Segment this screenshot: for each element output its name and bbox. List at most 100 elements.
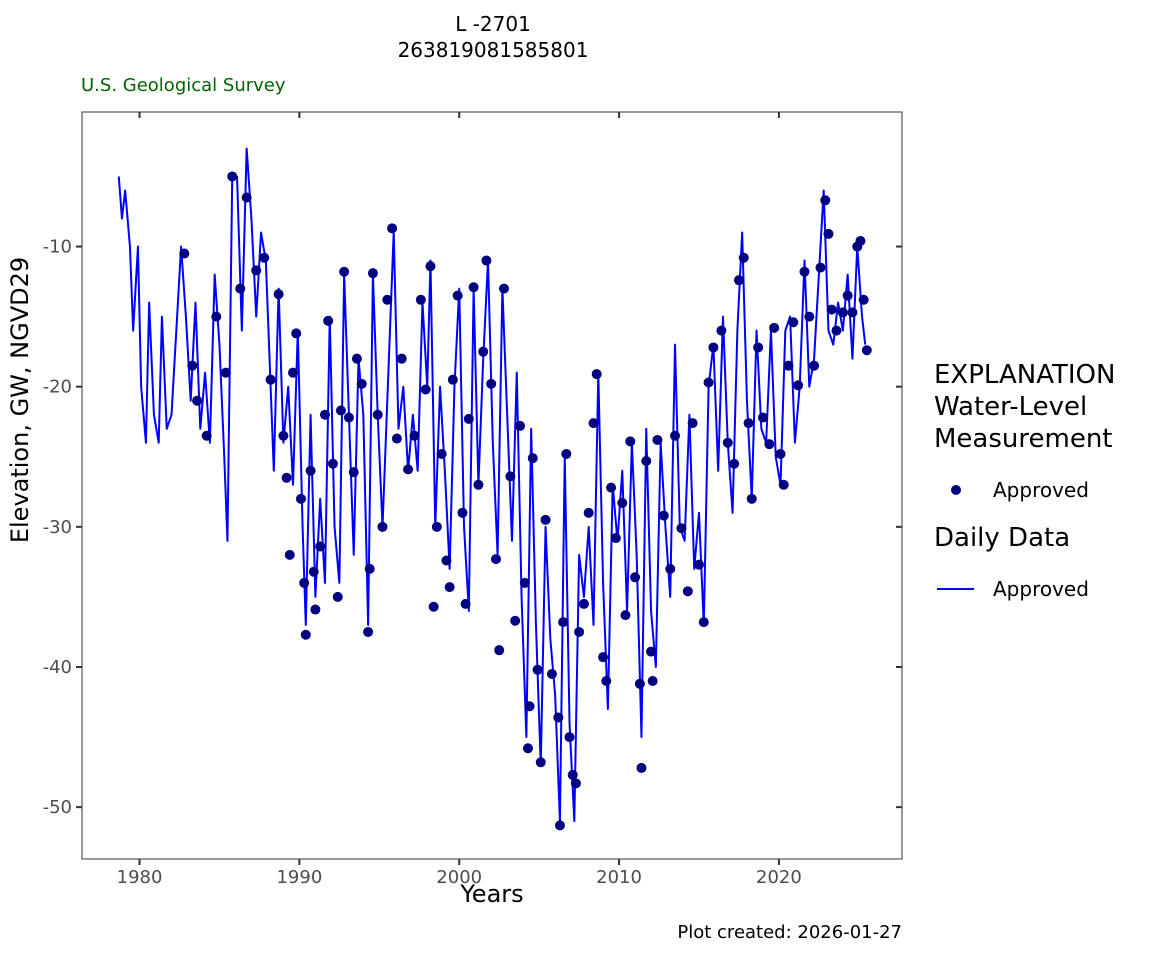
measurement-point: [284, 549, 295, 560]
measurement-point: [468, 282, 479, 293]
measurement-point: [220, 367, 231, 378]
measurement-point: [716, 325, 727, 336]
measurement-point: [793, 380, 804, 391]
measurement-point: [722, 437, 733, 448]
measurement-point: [809, 360, 820, 371]
legend-group2-item: Approved: [993, 577, 1089, 601]
measurement-point: [524, 701, 535, 712]
measurement-point: [447, 374, 458, 385]
measurement-point: [310, 604, 321, 615]
measurement-point: [444, 582, 455, 593]
measurement-point: [764, 439, 775, 450]
legend-line-icon: [937, 588, 974, 590]
measurement-point: [339, 266, 350, 277]
measurement-point: [522, 743, 533, 754]
measurement-point: [601, 676, 612, 687]
measurement-point: [463, 413, 474, 424]
measurement-point: [377, 521, 388, 532]
measurement-point: [351, 353, 362, 364]
measurement-point: [855, 235, 866, 246]
measurement-point: [561, 448, 572, 459]
measurement-point: [403, 464, 414, 475]
measurement-point: [620, 610, 631, 621]
measurement-point: [251, 265, 262, 276]
measurement-point: [598, 652, 609, 663]
measurement-point: [278, 430, 289, 441]
measurement-point: [473, 479, 484, 490]
measurement-point: [583, 507, 594, 518]
measurement-point: [658, 510, 669, 521]
measurement-point: [363, 626, 374, 637]
x-axis-label: Years: [460, 880, 524, 908]
measurement-point: [428, 601, 439, 612]
measurement-point: [498, 283, 509, 294]
measurement-point: [636, 762, 647, 773]
measurement-point: [335, 405, 346, 416]
measurement-point: [192, 395, 203, 406]
measurement-point: [460, 598, 471, 609]
measurement-point: [617, 498, 628, 509]
measurement-point: [481, 255, 492, 266]
measurement-point: [409, 430, 420, 441]
measurement-point: [799, 266, 810, 277]
measurement-point: [567, 769, 578, 780]
measurement-point: [201, 430, 212, 441]
agency-label: U.S. Geological Survey: [81, 75, 286, 96]
measurement-point: [265, 374, 276, 385]
measurement-point: [510, 615, 521, 626]
measurement-point: [670, 430, 681, 441]
measurement-point: [535, 757, 546, 768]
measurement-point: [842, 290, 853, 301]
measurement-point: [372, 409, 383, 420]
measurement-point: [457, 507, 468, 518]
measurement-point: [287, 367, 298, 378]
measurement-point: [591, 369, 602, 380]
x-tick-label: 1980: [117, 867, 163, 888]
measurement-point: [815, 262, 826, 273]
measurement-point: [319, 409, 330, 420]
measurement-point: [788, 317, 799, 328]
chart-title-site: L -2701: [455, 12, 531, 36]
x-tick-label: 2000: [436, 867, 482, 888]
measurement-point: [305, 465, 316, 476]
measurement-point: [348, 467, 359, 478]
measurement-point: [610, 533, 621, 544]
measurement-point: [431, 521, 442, 532]
measurement-point: [652, 434, 663, 445]
measurement-point: [343, 412, 354, 423]
measurement-point: [308, 566, 319, 577]
measurement-point: [687, 418, 698, 429]
measurement-point: [179, 248, 190, 259]
measurement-point: [693, 559, 704, 570]
legend-heading: EXPLANATION: [934, 360, 1116, 390]
measurement-point: [532, 664, 543, 675]
measurement-point: [606, 482, 617, 493]
measurement-point: [831, 325, 842, 336]
measurement-point: [570, 778, 581, 789]
measurement-point: [273, 289, 284, 300]
measurement-point: [490, 554, 501, 565]
y-tick-label: -50: [43, 797, 72, 818]
measurement-point: [235, 283, 246, 294]
measurement-point: [708, 342, 719, 353]
measurement-point: [387, 223, 398, 234]
measurement-point: [441, 555, 452, 566]
measurement-point: [364, 563, 375, 574]
measurement-point: [665, 563, 676, 574]
measurement-point: [211, 311, 222, 322]
measurement-point: [588, 418, 599, 429]
measurement-point: [558, 617, 569, 628]
measurement-point: [327, 458, 338, 469]
measurement-point: [753, 342, 764, 353]
y-tick-label: -30: [43, 517, 72, 538]
measurement-point: [574, 626, 585, 637]
measurement-point: [546, 669, 557, 680]
measurement-point: [332, 591, 343, 602]
measurement-point: [703, 377, 714, 388]
measurement-point: [315, 541, 326, 552]
plot-border: [81, 111, 903, 860]
measurement-point: [743, 418, 754, 429]
measurement-point: [733, 275, 744, 286]
measurement-point: [519, 577, 530, 588]
